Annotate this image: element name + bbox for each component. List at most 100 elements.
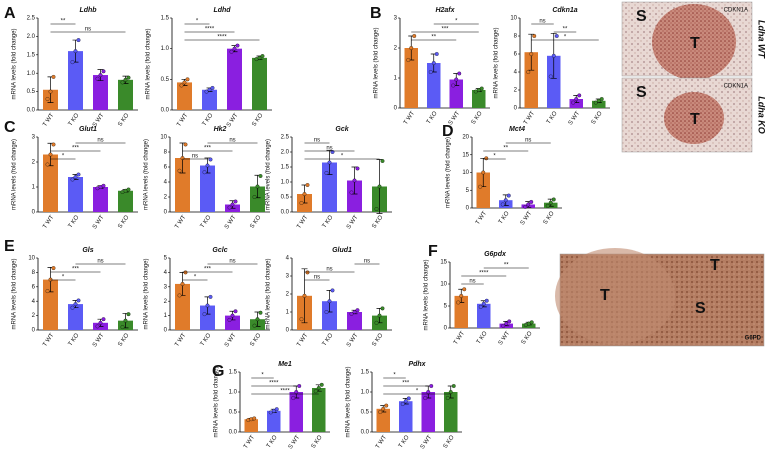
significance-label: * — [194, 275, 197, 281]
data-point — [305, 183, 310, 187]
y-tick-label: 0 — [514, 106, 518, 112]
y-tick-label: 0.0 — [229, 430, 238, 436]
significance-label: * — [196, 19, 199, 25]
x-tick-label: T WT — [375, 434, 388, 450]
data-point — [324, 310, 329, 314]
data-point — [230, 313, 235, 318]
data-point — [451, 384, 456, 388]
y-axis-label: mRNA levels (fold change) — [424, 259, 430, 330]
data-point — [229, 49, 234, 54]
significance-label: *** — [204, 146, 212, 152]
significance-label: ns — [97, 259, 103, 265]
data-point — [448, 390, 453, 394]
bar — [592, 100, 606, 108]
data-point — [355, 166, 360, 171]
y-tick-label: 5 — [164, 256, 168, 262]
x-tick-label: S KO — [117, 332, 130, 347]
x-tick-label: S KO — [117, 214, 130, 229]
significance-label: ns — [326, 146, 332, 152]
data-point — [349, 190, 354, 195]
data-point — [462, 287, 467, 292]
y-tick-label: 1.0 — [281, 180, 290, 186]
stain-label: CDKN1A — [724, 8, 748, 14]
data-point — [207, 87, 212, 92]
region-label: T — [710, 257, 720, 274]
x-tick-label: S KO — [117, 112, 130, 127]
data-point — [481, 170, 486, 175]
chart-title: Mct4 — [509, 126, 525, 133]
y-tick-label: 1.5 — [27, 52, 36, 58]
y-tick-label: 4 — [286, 256, 290, 262]
x-tick-label: S WT — [92, 214, 106, 230]
x-tick-label: T WT — [296, 332, 309, 348]
significance-label: * — [261, 373, 264, 379]
data-point — [529, 320, 534, 325]
data-point — [526, 202, 531, 207]
bar — [200, 165, 215, 212]
y-tick-label: 0.0 — [27, 108, 36, 114]
data-point — [526, 70, 531, 74]
tumor-region — [652, 4, 736, 80]
y-tick-label: 0.5 — [27, 89, 36, 95]
data-point — [101, 317, 106, 322]
data-point — [271, 408, 276, 413]
bar — [252, 57, 267, 110]
x-tick-label: S KO — [249, 332, 262, 347]
y-tick-label: 0.5 — [229, 410, 238, 416]
y-tick-label: 0.0 — [361, 430, 370, 436]
data-point — [481, 301, 486, 306]
bar — [289, 392, 303, 432]
y-tick-label: 2 — [286, 292, 290, 298]
y-tick-label: 2 — [164, 299, 168, 305]
data-point — [316, 386, 321, 390]
data-point — [429, 384, 434, 388]
y-tick-label: 10 — [160, 135, 167, 141]
data-point — [381, 406, 386, 411]
bar — [477, 303, 491, 328]
x-tick-label: S KO — [311, 434, 324, 449]
y-tick-label: 10 — [440, 282, 447, 288]
significance-label: ns — [326, 267, 332, 273]
y-tick-label: 2 — [394, 46, 398, 52]
x-tick-label: S WT — [92, 332, 106, 348]
data-point — [70, 177, 75, 182]
bar — [250, 186, 265, 212]
data-point — [302, 192, 307, 196]
significance-label: **** — [269, 381, 279, 387]
bar — [322, 162, 337, 212]
y-axis-label: mRNA levels (fold change) — [146, 28, 152, 99]
y-tick-label: 10 — [462, 170, 469, 176]
chart-title: Ldhb — [79, 7, 97, 14]
bar — [267, 410, 281, 432]
x-tick-label: T WT — [174, 214, 187, 230]
y-axis-label: mRNA levels (fold change) — [144, 139, 150, 210]
chart-title: H2afx — [435, 7, 455, 14]
panel-letter: D — [442, 123, 454, 140]
data-point — [45, 162, 50, 167]
bar — [347, 180, 362, 212]
y-axis-label: mRNA levels (fold change) — [12, 28, 18, 99]
data-point — [257, 55, 262, 60]
y-tick-label: 2 — [164, 195, 168, 201]
data-point — [406, 58, 411, 62]
bar — [472, 90, 486, 108]
data-point — [183, 270, 188, 275]
panel-letter: C — [4, 119, 16, 136]
x-tick-label: S WT — [224, 332, 238, 348]
data-point — [305, 270, 310, 275]
bar — [376, 408, 390, 432]
y-axis-label: mRNA levels (fold change) — [446, 137, 452, 208]
y-tick-label: 6 — [164, 165, 168, 171]
significance-label: ns — [314, 138, 320, 144]
x-tick-label: T KO — [498, 210, 511, 225]
micrograph — [555, 248, 765, 347]
chart-title: Hk2 — [214, 126, 227, 133]
data-point — [352, 178, 357, 183]
data-point — [545, 203, 550, 208]
significance-label: * — [62, 154, 65, 160]
data-point — [377, 184, 382, 189]
y-tick-label: 6 — [32, 284, 36, 290]
data-point — [400, 402, 405, 406]
data-point — [120, 80, 125, 85]
data-point — [95, 324, 100, 329]
